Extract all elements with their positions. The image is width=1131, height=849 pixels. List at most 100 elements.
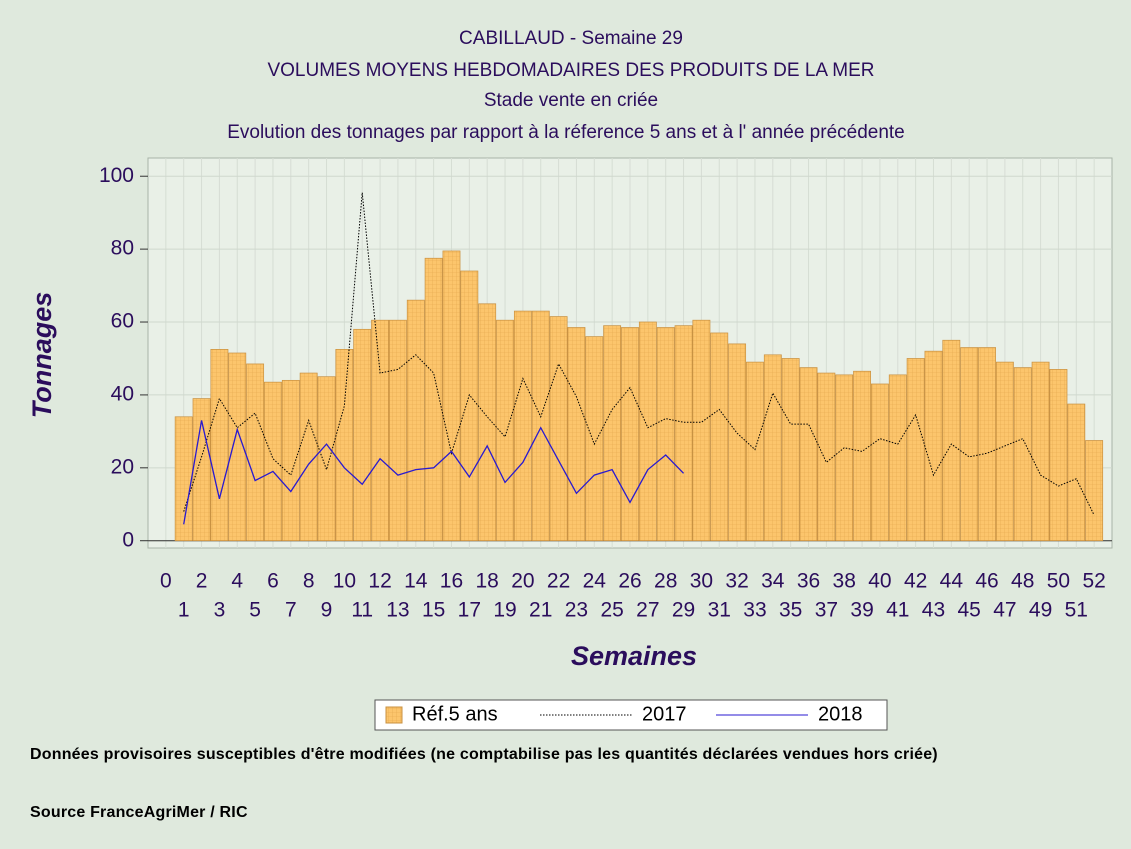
x-tick-label: 23 <box>565 599 588 622</box>
bar <box>549 316 568 542</box>
bar <box>389 319 407 542</box>
bar <box>853 370 871 542</box>
x-tick-label: 32 <box>725 570 748 593</box>
bar <box>1049 369 1068 542</box>
bar <box>995 361 1014 542</box>
bar <box>210 349 229 542</box>
bar <box>978 347 996 542</box>
x-tick-label: 13 <box>386 599 409 622</box>
x-tick-label: 29 <box>672 599 695 622</box>
legend-swatch <box>385 706 403 724</box>
y-tick-label: 80 <box>111 237 134 260</box>
x-tick-label: 41 <box>886 599 909 622</box>
x-tick-label: 3 <box>214 599 226 622</box>
bar <box>371 319 389 542</box>
x-tick-label: 5 <box>249 599 261 622</box>
bar <box>960 347 979 542</box>
x-tick-label: 48 <box>1011 570 1034 593</box>
x-tick-label: 7 <box>285 599 297 622</box>
x-tick-label: 34 <box>761 570 785 593</box>
x-tick-label: 43 <box>922 599 945 622</box>
bar <box>531 310 550 542</box>
x-tick-label: 38 <box>833 570 856 593</box>
x-tick-label: 2 <box>196 570 208 593</box>
bar <box>1067 403 1086 542</box>
x-tick-label: 35 <box>779 599 802 622</box>
x-tick-label: 20 <box>511 570 534 593</box>
chart-title: CABILLAUD - Semaine 29 <box>459 28 683 49</box>
bar <box>424 257 443 542</box>
subtitle: Evolution des tonnages par rapport à la … <box>227 122 905 143</box>
bar <box>317 376 336 542</box>
bar <box>228 352 247 542</box>
bar <box>460 270 479 542</box>
bar <box>746 361 764 542</box>
bar <box>692 319 711 542</box>
legend-label: 2018 <box>818 703 863 725</box>
bar <box>174 416 193 542</box>
x-tick-label: 27 <box>636 599 659 622</box>
bar <box>299 372 318 542</box>
x-tick-label: 44 <box>940 570 964 593</box>
bar <box>406 299 425 542</box>
x-tick-label: 18 <box>476 570 499 593</box>
bar <box>710 332 729 542</box>
x-tick-label: 0 <box>160 570 172 593</box>
bar <box>621 327 639 542</box>
bar <box>1085 440 1104 542</box>
bar <box>353 328 372 542</box>
x-tick-label: 28 <box>654 570 677 593</box>
legend-label: 2017 <box>642 703 687 725</box>
bar <box>799 367 818 542</box>
line <box>183 192 1095 516</box>
bar <box>924 350 943 542</box>
x-tick-label: 21 <box>529 599 552 622</box>
x-tick-label: 8 <box>303 570 315 593</box>
x-tick-label: 22 <box>547 570 570 593</box>
y-tick-label: 20 <box>111 455 134 478</box>
x-tick-label: 30 <box>690 570 713 593</box>
bar <box>674 325 693 542</box>
y-tick-label: 40 <box>111 382 134 405</box>
bar <box>763 354 782 542</box>
y-tick-label: 0 <box>122 528 134 551</box>
bar <box>603 325 622 542</box>
x-tick-label: 4 <box>231 570 243 593</box>
bar <box>942 339 961 542</box>
bar <box>281 379 300 542</box>
bar <box>192 398 211 542</box>
x-tick-label: 19 <box>493 599 516 622</box>
x-tick-label: 50 <box>1047 570 1070 593</box>
bar <box>835 374 854 542</box>
bar <box>496 319 514 542</box>
bar <box>728 343 747 542</box>
bar <box>871 383 889 542</box>
bar <box>264 381 282 542</box>
x-tick-label: 33 <box>743 599 766 622</box>
x-tick-label: 31 <box>708 599 731 622</box>
bar <box>906 358 925 542</box>
line <box>183 420 685 525</box>
x-tick-label: 11 <box>351 599 373 622</box>
x-tick-label: 9 <box>321 599 333 622</box>
bar <box>1013 367 1032 542</box>
x-tick-label: 46 <box>975 570 998 593</box>
x-tick-label: 14 <box>404 570 428 593</box>
bar <box>513 310 532 542</box>
subtitle: Stade vente en criée <box>484 90 658 111</box>
x-tick-label: 12 <box>368 570 391 593</box>
bar <box>478 303 497 542</box>
x-tick-label: 36 <box>797 570 820 593</box>
y-axis-label: Tonnages <box>27 292 57 419</box>
x-tick-label: 26 <box>618 570 641 593</box>
source: Source FranceAgriMer / RIC <box>30 804 248 821</box>
bar <box>781 358 800 542</box>
bar <box>585 336 604 542</box>
bar <box>888 374 907 542</box>
x-tick-label: 45 <box>958 599 981 622</box>
x-tick-label: 49 <box>1029 599 1052 622</box>
y-tick-label: 100 <box>99 164 134 187</box>
bar <box>567 327 586 542</box>
